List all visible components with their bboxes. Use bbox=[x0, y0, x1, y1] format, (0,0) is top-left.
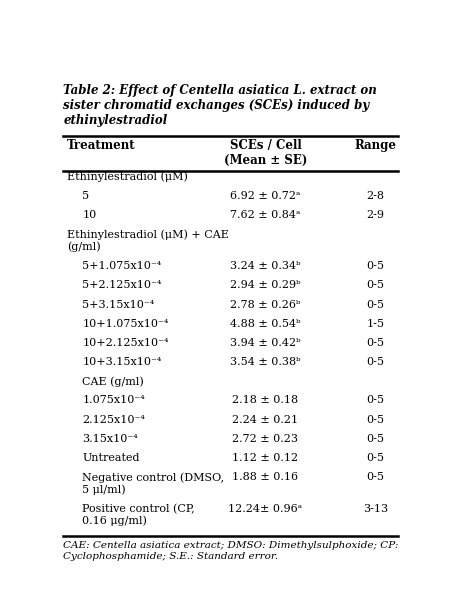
Text: SCEs / Cell
(Mean ± SE): SCEs / Cell (Mean ± SE) bbox=[224, 139, 307, 167]
Text: CAE: Centella asiatica extract; DMSO: Dimethylsulphoxide; CP:
Cyclophosphamide; : CAE: Centella asiatica extract; DMSO: Di… bbox=[63, 541, 399, 561]
Text: Range: Range bbox=[354, 139, 396, 152]
Text: 10+2.125x10⁻⁴: 10+2.125x10⁻⁴ bbox=[82, 338, 169, 348]
Text: 2.24 ± 0.21: 2.24 ± 0.21 bbox=[233, 415, 298, 424]
Text: 3.94 ± 0.42ᵇ: 3.94 ± 0.42ᵇ bbox=[230, 338, 301, 348]
Text: 2.18 ± 0.18: 2.18 ± 0.18 bbox=[233, 395, 298, 405]
Text: 3.54 ± 0.38ᵇ: 3.54 ± 0.38ᵇ bbox=[230, 357, 301, 367]
Text: 0-5: 0-5 bbox=[366, 433, 384, 444]
Text: 2.94 ± 0.29ᵇ: 2.94 ± 0.29ᵇ bbox=[230, 280, 301, 290]
Text: 5+1.075x10⁻⁴: 5+1.075x10⁻⁴ bbox=[82, 261, 162, 271]
Text: Table 2: Effect of Centella asiatica L. extract on
sister chromatid exchanges (S: Table 2: Effect of Centella asiatica L. … bbox=[63, 84, 377, 127]
Text: 5: 5 bbox=[82, 191, 90, 201]
Text: 3-13: 3-13 bbox=[363, 504, 388, 514]
Text: 2-9: 2-9 bbox=[366, 210, 384, 220]
Text: 5+3.15x10⁻⁴: 5+3.15x10⁻⁴ bbox=[82, 299, 155, 310]
Text: 12.24± 0.96ᵃ: 12.24± 0.96ᵃ bbox=[229, 504, 302, 514]
Text: 1-5: 1-5 bbox=[366, 319, 384, 328]
Text: Ethinylestradiol (μM) + CAE
(g/ml): Ethinylestradiol (μM) + CAE (g/ml) bbox=[67, 229, 229, 253]
Text: 0-5: 0-5 bbox=[366, 299, 384, 310]
Text: 0-5: 0-5 bbox=[366, 415, 384, 424]
Text: 5+2.125x10⁻⁴: 5+2.125x10⁻⁴ bbox=[82, 280, 162, 290]
Text: Ethinylestradiol (μM): Ethinylestradiol (μM) bbox=[67, 172, 188, 183]
Text: 3.15x10⁻⁴: 3.15x10⁻⁴ bbox=[82, 433, 138, 444]
Text: 1.12 ± 0.12: 1.12 ± 0.12 bbox=[233, 453, 298, 463]
Text: Untreated: Untreated bbox=[82, 453, 140, 463]
Text: 0-5: 0-5 bbox=[366, 338, 384, 348]
Text: 6.92 ± 0.72ᵃ: 6.92 ± 0.72ᵃ bbox=[230, 191, 301, 201]
Text: Negative control (DMSO,
5 μl/ml): Negative control (DMSO, 5 μl/ml) bbox=[82, 472, 225, 495]
Text: 2.78 ± 0.26ᵇ: 2.78 ± 0.26ᵇ bbox=[230, 299, 301, 310]
Text: Treatment: Treatment bbox=[67, 139, 135, 152]
Text: 10: 10 bbox=[82, 210, 97, 220]
Text: 1.075x10⁻⁴: 1.075x10⁻⁴ bbox=[82, 395, 145, 405]
Text: 10+3.15x10⁻⁴: 10+3.15x10⁻⁴ bbox=[82, 357, 162, 367]
Text: 10+1.075x10⁻⁴: 10+1.075x10⁻⁴ bbox=[82, 319, 169, 328]
Text: 0-5: 0-5 bbox=[366, 395, 384, 405]
Text: 2.125x10⁻⁴: 2.125x10⁻⁴ bbox=[82, 415, 145, 424]
Text: 2.72 ± 0.23: 2.72 ± 0.23 bbox=[233, 433, 298, 444]
Text: 0-5: 0-5 bbox=[366, 261, 384, 271]
Text: 0-5: 0-5 bbox=[366, 453, 384, 463]
Text: 0-5: 0-5 bbox=[366, 280, 384, 290]
Text: Positive control (CP,
0.16 μg/ml): Positive control (CP, 0.16 μg/ml) bbox=[82, 504, 195, 526]
Text: 0-5: 0-5 bbox=[366, 357, 384, 367]
Text: 4.88 ± 0.54ᵇ: 4.88 ± 0.54ᵇ bbox=[230, 319, 301, 328]
Text: CAE (g/ml): CAE (g/ml) bbox=[82, 376, 144, 387]
Text: 7.62 ± 0.84ᵃ: 7.62 ± 0.84ᵃ bbox=[230, 210, 301, 220]
Text: 0-5: 0-5 bbox=[366, 472, 384, 482]
Text: 2-8: 2-8 bbox=[366, 191, 384, 201]
Text: 1.88 ± 0.16: 1.88 ± 0.16 bbox=[233, 472, 298, 482]
Text: 3.24 ± 0.34ᵇ: 3.24 ± 0.34ᵇ bbox=[230, 261, 301, 271]
